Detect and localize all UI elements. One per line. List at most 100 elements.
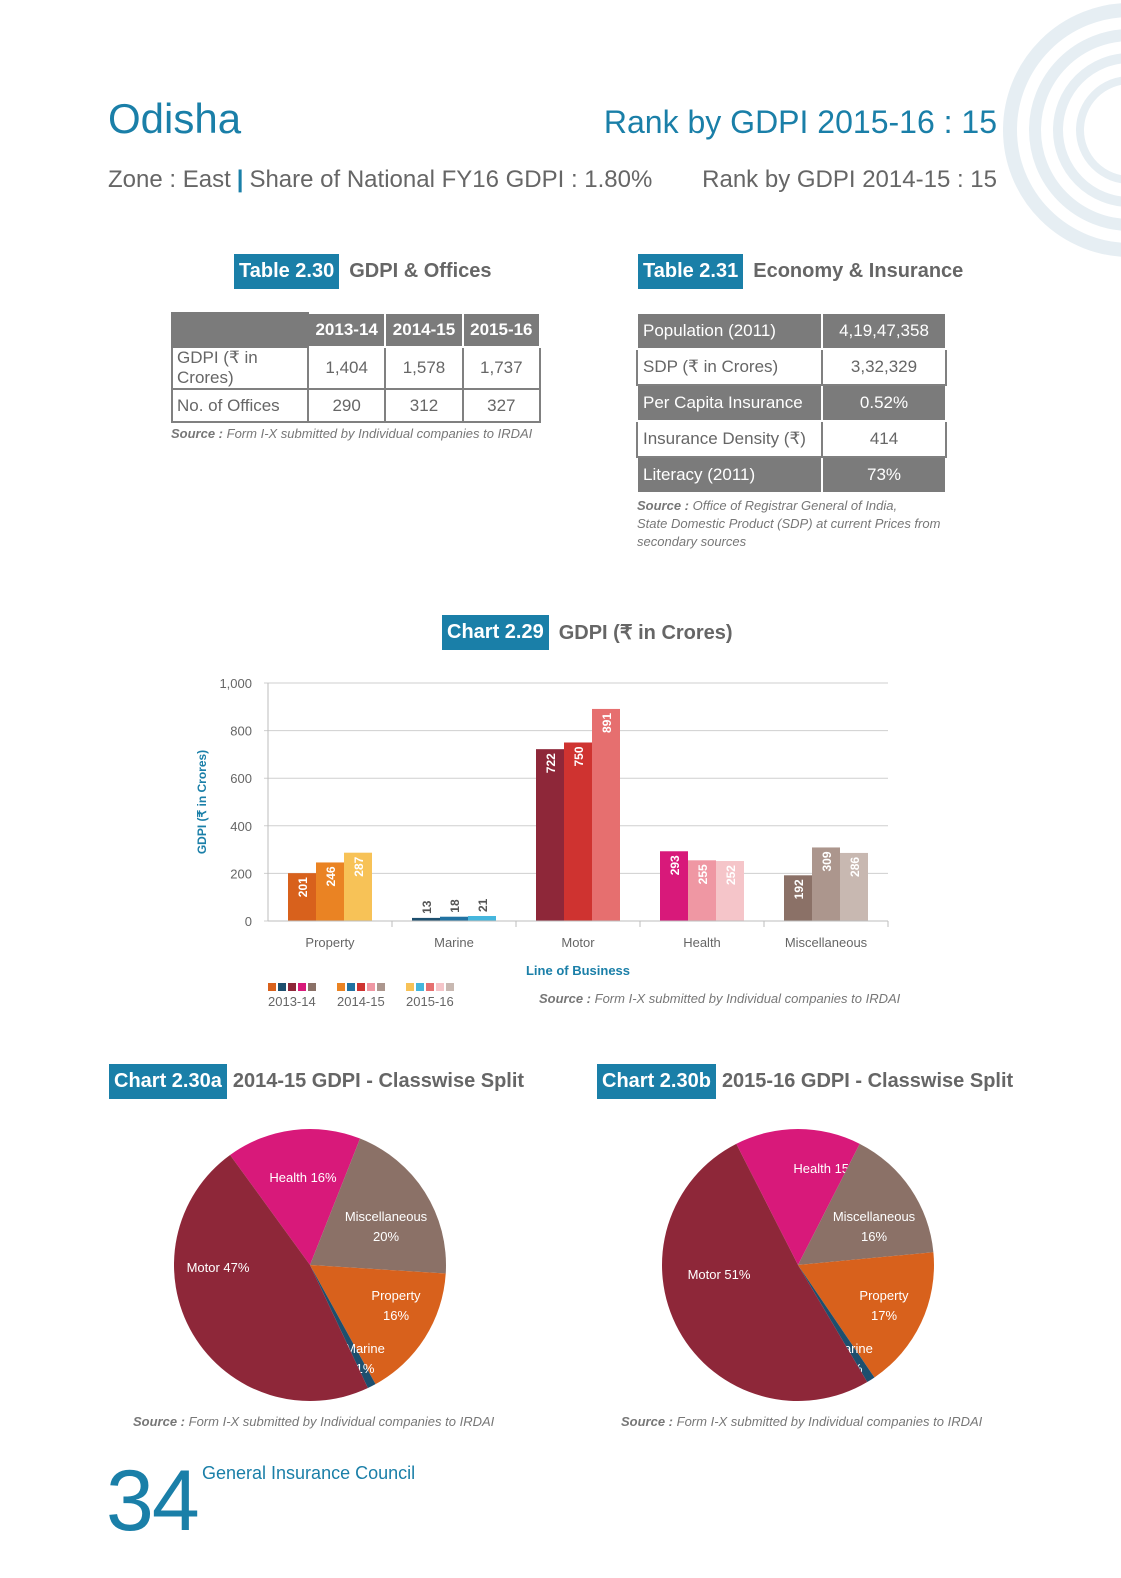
legend-swatch [357, 983, 365, 991]
footer-org: General Insurance Council [202, 1463, 416, 1483]
legend-swatch [436, 983, 444, 991]
share-label: Share of National FY16 GDPI : 1.80% [249, 166, 653, 193]
source-text: Form I-X submitted by Individual compani… [226, 426, 533, 441]
bar [688, 860, 716, 921]
table-230-source: Source : Form I-X submitted by Individua… [171, 426, 532, 441]
legend-label: 2014-15 [337, 994, 385, 1009]
x-axis-label: Line of Business [526, 963, 630, 978]
x-tick-label: Marine [434, 935, 474, 950]
source-text: Form I-X submitted by Individual compani… [188, 1414, 495, 1429]
chart-230a-source: Source : Form I-X submitted by Individua… [133, 1414, 494, 1429]
pie-slice [310, 1265, 376, 1389]
source-label: Source : [539, 991, 592, 1006]
bar [440, 916, 468, 921]
rank-2015-16: Rank by GDPI 2015-16 : 15 [603, 104, 997, 140]
table-header-cell: 2014-15 [384, 312, 464, 348]
chart-230b-tag: Chart 2.30b [597, 1064, 716, 1099]
table-cell: Per Capita Insurance [636, 384, 823, 422]
y-tick-label: 1,000 [219, 676, 252, 691]
table-cell: 3,32,329 [821, 348, 947, 386]
data-label: 21 [476, 898, 490, 912]
bar [412, 917, 440, 921]
table-cell: 290 [306, 388, 387, 423]
table-header-row: 2013-14 2014-15 2015-16 [171, 312, 542, 348]
chart-229-title: GDPI (₹ in Crores) [558, 622, 733, 644]
source-text: Form I-X submitted by Individual compani… [676, 1414, 983, 1429]
data-label: 13 [420, 900, 434, 914]
data-label: 287 [352, 856, 366, 876]
bar [468, 916, 496, 921]
legend-swatch [426, 983, 434, 991]
bar [536, 749, 564, 921]
table-231-title: Economy & Insurance [753, 260, 964, 282]
table-row: Literacy (2011) 73% [636, 456, 947, 494]
legend-swatch [406, 983, 414, 991]
bar [592, 708, 620, 921]
table-cell: 0.52% [821, 384, 947, 422]
slice-label: Property [859, 1288, 909, 1303]
data-label: 246 [324, 866, 338, 886]
legend-swatch [268, 983, 276, 991]
pie-slice [310, 1265, 446, 1385]
legend-label: 2013-14 [268, 994, 316, 1009]
chart-229-source: Source : Form I-X submitted by Individua… [539, 991, 900, 1006]
bar [716, 861, 744, 921]
pie-slice [798, 1252, 934, 1378]
table-row: No. of Offices 290 312 327 [171, 388, 542, 423]
source-line: State Domestic Product (SDP) at current … [637, 516, 941, 531]
x-tick-label: Miscellaneous [785, 935, 868, 950]
data-label: 192 [792, 879, 806, 899]
chart-229-heading: Chart 2.29 GDPI (₹ in Crores) [442, 615, 733, 650]
y-axis-label: GDPI (₹ in Crores) [195, 750, 209, 854]
chart-230a-tag: Chart 2.30a [109, 1064, 227, 1099]
source-label: Source : [621, 1414, 674, 1429]
slice-label: Motor 47% [187, 1260, 250, 1275]
y-tick-label: 800 [230, 724, 252, 739]
source-text: Form I-X submitted by Individual compani… [594, 991, 901, 1006]
bar [288, 873, 316, 921]
table-231-tag: Table 2.31 [638, 254, 744, 289]
data-label: 252 [724, 865, 738, 885]
data-label: 201 [296, 877, 310, 897]
legend-swatch [446, 983, 454, 991]
bar [812, 847, 840, 921]
legend-swatch [298, 983, 306, 991]
x-tick-label: Property [305, 935, 355, 950]
table-cell: 1,737 [461, 346, 542, 390]
table-cell: 4,19,47,358 [821, 312, 947, 350]
table-cell: 327 [461, 388, 542, 423]
slice-label: Marine [345, 1341, 385, 1356]
table-row: GDPI (₹ in Crores) 1,404 1,578 1,737 [171, 346, 542, 390]
slice-label: Health 16% [269, 1170, 337, 1185]
bar [784, 875, 812, 921]
source-text: Office of Registrar General of India, [692, 498, 898, 513]
table-row: Population (2011) 4,19,47,358 [636, 312, 947, 350]
table-231: Population (2011) 4,19,47,358 SDP (₹ in … [636, 312, 947, 494]
legend-swatch [377, 983, 385, 991]
legend-swatch [288, 983, 296, 991]
bar [316, 862, 344, 921]
table-cell: 1,404 [306, 346, 387, 390]
slice-label: 17% [871, 1308, 897, 1323]
table-cell: Insurance Density (₹) [636, 420, 823, 458]
separator: | [236, 166, 244, 193]
data-label: 255 [696, 864, 710, 884]
legend-swatch [278, 983, 286, 991]
pie-slice [661, 1143, 868, 1401]
legend-swatch [347, 983, 355, 991]
table-cell: GDPI (₹ in Crores) [171, 346, 309, 390]
table-header-cell: 2015-16 [461, 312, 542, 348]
chart-230b-heading: Chart 2.30b 2015-16 GDPI - Classwise Spl… [597, 1064, 1013, 1099]
x-tick-label: Health [683, 935, 721, 950]
chart-230a-heading: Chart 2.30a 2014-15 GDPI - Classwise Spl… [109, 1064, 524, 1099]
chart-230b-title: 2015-16 GDPI - Classwise Split [721, 1070, 1014, 1092]
table-cell: 73% [821, 456, 947, 494]
slice-label: 16% [861, 1229, 887, 1244]
pie-slice [230, 1129, 361, 1265]
y-tick-label: 600 [230, 771, 252, 786]
slice-label: Property [371, 1288, 421, 1303]
table-230: 2013-14 2014-15 2015-16 GDPI (₹ in Crore… [171, 312, 542, 423]
bar [344, 852, 372, 921]
table-230-title: GDPI & Offices [349, 260, 492, 282]
pie-slice [798, 1143, 934, 1265]
